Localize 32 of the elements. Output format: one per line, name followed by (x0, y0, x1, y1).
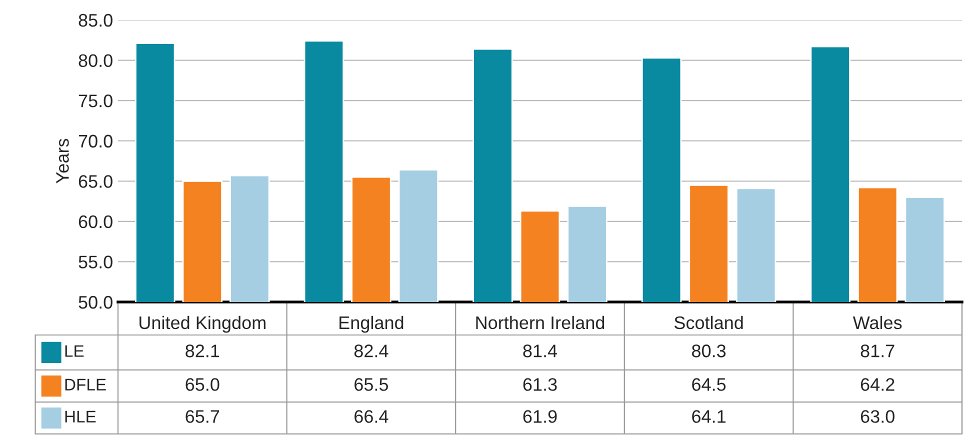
legend-label: LE (65, 345, 84, 357)
y-tick-label: 80.0 (78, 54, 112, 68)
data-label: 82.1 (186, 344, 220, 358)
data-label: 66.4 (354, 410, 388, 423)
data-label: 65.7 (186, 410, 220, 423)
x-tick-label: United Kingdom (140, 316, 266, 333)
data-label: 65.0 (186, 378, 220, 391)
y-tick-label: 60.0 (78, 215, 112, 228)
data-label: 64.2 (860, 378, 894, 391)
data-label: 81.7 (860, 344, 894, 358)
x-tick-label: Scotland (674, 316, 743, 330)
legend-label: HLE (65, 410, 96, 422)
data-label: 63.0 (860, 410, 894, 423)
x-tick-label: Northern Ireland (476, 316, 604, 330)
data-label: 80.3 (692, 344, 726, 358)
data-label: 64.1 (692, 410, 726, 423)
data-label: 64.5 (692, 378, 726, 391)
data-label: 81.4 (523, 344, 558, 358)
data-label: 61.9 (523, 410, 557, 423)
y-axis-title: Years (56, 138, 69, 184)
y-tick-label: 70.0 (78, 134, 112, 148)
data-label: 65.5 (354, 378, 388, 391)
x-tick-label: Wales (852, 316, 902, 330)
x-tick-label: England (340, 316, 404, 333)
y-tick-label: 85.0 (78, 14, 112, 27)
y-tick-label: 50.0 (78, 296, 112, 309)
legend-label: DFLE (65, 378, 106, 390)
y-tick-label: 75.0 (78, 94, 112, 108)
y-tick-label: 55.0 (78, 256, 112, 268)
data-label: 82.4 (354, 344, 388, 358)
data-label: 61.3 (523, 378, 557, 391)
y-tick-label: 65.0 (78, 175, 112, 188)
